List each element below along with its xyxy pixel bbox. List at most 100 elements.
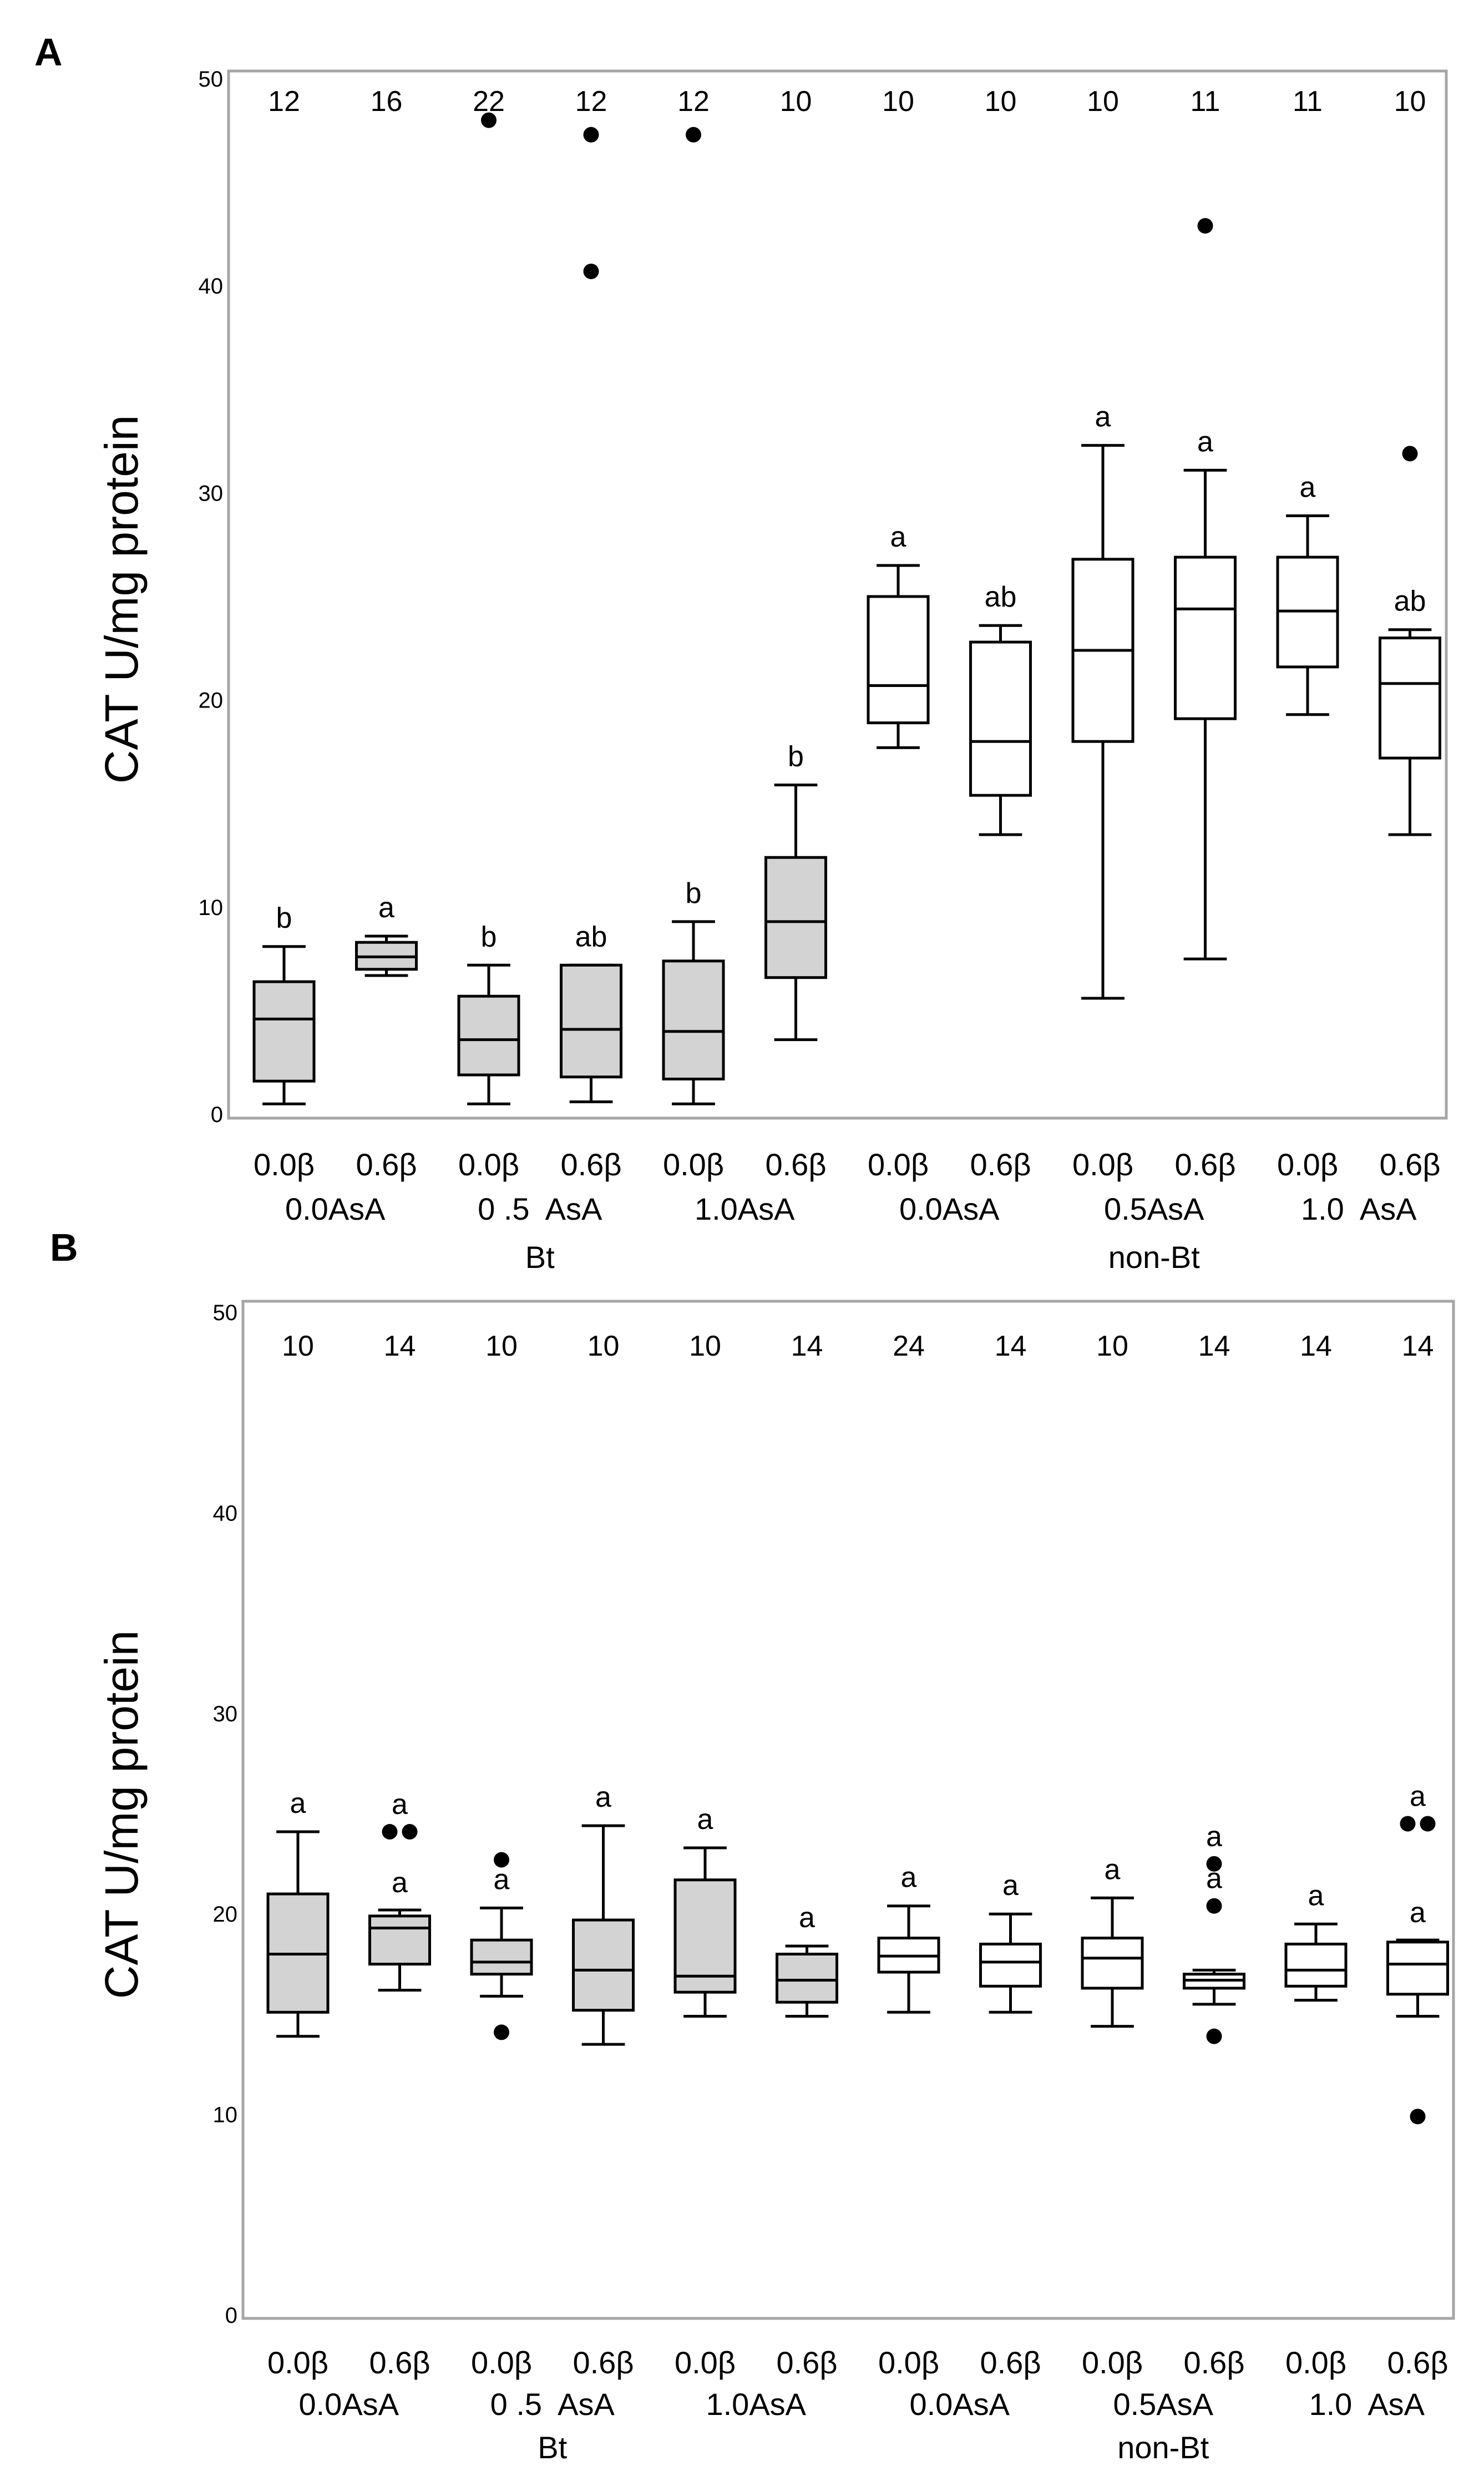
asa-label: 0.0AsA bbox=[909, 2387, 1010, 2422]
outlier-point bbox=[583, 127, 599, 143]
significance-letter: a bbox=[1197, 426, 1213, 458]
box-2: a 16 0.6β bbox=[355, 85, 418, 1182]
box-9: a 10 0.0β bbox=[1081, 1330, 1144, 2380]
box-11: a 14 0.0β bbox=[1284, 1330, 1348, 2380]
significance-letter: b bbox=[276, 902, 292, 934]
sample-size-label: 12 bbox=[268, 85, 300, 118]
significance-letter: a bbox=[799, 1902, 815, 1934]
box-body bbox=[969, 640, 1032, 797]
x-tick-label: 0.0β bbox=[1277, 1147, 1338, 1182]
asa-label: 0.5AsA bbox=[1113, 2387, 1213, 2422]
box-9: a 10 0.0β bbox=[1071, 85, 1134, 1182]
box-body bbox=[1174, 555, 1237, 720]
outlier-point bbox=[494, 2024, 509, 2040]
asa-label: 0.5AsA bbox=[1104, 1191, 1204, 1226]
sample-size-label: 11 bbox=[1293, 85, 1323, 118]
sample-size-label: 12 bbox=[677, 85, 710, 118]
asa-label: 0 .5 AsA bbox=[478, 1191, 602, 1226]
asa-label: 1.0AsA bbox=[706, 2387, 806, 2422]
significance-letter: ab bbox=[1394, 585, 1426, 618]
box-8: a 14 0.6β bbox=[979, 1330, 1042, 2380]
x-tick-label: 0.0β bbox=[471, 2345, 532, 2380]
box-body bbox=[867, 595, 930, 725]
sample-size-label: 10 bbox=[882, 85, 914, 118]
sample-size-label: 10 bbox=[282, 1330, 314, 1362]
box-body bbox=[662, 959, 725, 1081]
sample-size-label: 14 bbox=[1300, 1330, 1332, 1362]
x-tick-label: 0.0β bbox=[663, 1147, 724, 1182]
sample-size-label: 22 bbox=[473, 85, 505, 118]
significance-letter: a bbox=[1002, 1869, 1019, 1902]
sample-size-label: 14 bbox=[1402, 1330, 1434, 1362]
x-tick-label: 0.0β bbox=[1072, 1147, 1133, 1182]
sample-size-label: 14 bbox=[384, 1330, 416, 1362]
box-7: a 10 0.0β bbox=[867, 85, 930, 1182]
box-4: ab 12 0.6β bbox=[560, 85, 622, 1182]
outlier-point bbox=[494, 1852, 509, 1868]
asa-label: 0.0AsA bbox=[285, 1191, 386, 1226]
box-body bbox=[1284, 1942, 1348, 1988]
significance-letter: b bbox=[686, 877, 702, 909]
sample-size-label: 10 bbox=[587, 1330, 620, 1362]
outlier-point bbox=[1197, 218, 1213, 234]
box-7: a 24 0.0β bbox=[877, 1330, 940, 2380]
panel-label: A bbox=[34, 31, 63, 74]
x-tick-label: 0.6β bbox=[1387, 2345, 1448, 2380]
outlier-point bbox=[686, 127, 701, 143]
significance-letter: a bbox=[392, 1867, 408, 1899]
x-tick-label: 0.6β bbox=[970, 1147, 1031, 1182]
box-1: a 10 0.0β bbox=[266, 1330, 330, 2380]
sample-size-label: 10 bbox=[1096, 1330, 1128, 1362]
x-tick-label: 0.6β bbox=[356, 1147, 417, 1182]
sample-size-label: 12 bbox=[575, 85, 607, 118]
box-2: a a 14 0.6β bbox=[368, 1330, 431, 2380]
box-6: a 14 0.6β bbox=[776, 1330, 838, 2380]
sample-size-label: 14 bbox=[1198, 1330, 1230, 1362]
sample-size-label: 14 bbox=[791, 1330, 823, 1362]
box-8: ab 10 0.6β bbox=[969, 85, 1032, 1182]
y-tick-label: 0 bbox=[225, 2303, 237, 2328]
x-tick-label: 0.6β bbox=[573, 2345, 634, 2380]
x-tick-label: 0.6β bbox=[776, 2345, 837, 2380]
outlier-point bbox=[1402, 446, 1418, 462]
box-10: aa 14 0.6β bbox=[1183, 1330, 1245, 2380]
y-tick-label: 30 bbox=[199, 481, 224, 506]
outlier-point bbox=[1410, 2109, 1426, 2125]
box-12: ab 10 0.6β bbox=[1379, 85, 1441, 1182]
box-body bbox=[673, 1878, 737, 1994]
sample-size-label: 10 bbox=[985, 85, 1017, 118]
x-tick-label: 0.6β bbox=[1174, 1147, 1235, 1182]
box-body bbox=[979, 1942, 1042, 1988]
box-3: b 22 0.0β bbox=[457, 85, 520, 1182]
y-axis-label: CAT U/mg protein bbox=[95, 415, 148, 784]
outlier-point bbox=[1206, 1856, 1222, 1872]
y-tick-label: 10 bbox=[199, 896, 224, 920]
y-tick-label: 50 bbox=[199, 67, 224, 92]
plot-frame bbox=[241, 1300, 1455, 2320]
sample-size-label: 14 bbox=[995, 1330, 1027, 1362]
x-tick-label: 0.0β bbox=[458, 1147, 519, 1182]
box-body bbox=[368, 1914, 431, 1966]
chart-panel-a: A 0 10 20 30 40 50 CAT U/mg protein b 12 0.0β a 16 0.… bbox=[34, 31, 1448, 1275]
box-12: a a 14 0.6β bbox=[1386, 1330, 1449, 2380]
box-body bbox=[776, 1952, 838, 2004]
significance-letter: b bbox=[788, 741, 804, 773]
box-body bbox=[572, 1918, 635, 2012]
x-tick-label: 0.6β bbox=[980, 2345, 1041, 2380]
significance-letter: a bbox=[1105, 1853, 1121, 1886]
sample-size-label: 11 bbox=[1191, 85, 1220, 118]
x-tick-label: 0.0β bbox=[878, 2345, 939, 2380]
outlier-point bbox=[402, 1824, 418, 1840]
asa-label: 1.0 AsA bbox=[1309, 2387, 1425, 2422]
box-body bbox=[1081, 1937, 1144, 1990]
sample-size-label: 10 bbox=[780, 85, 812, 118]
y-axis-label: CAT U/mg protein bbox=[95, 1630, 148, 1999]
significance-letter: a bbox=[1206, 1863, 1222, 1895]
plot-frame bbox=[227, 69, 1448, 1120]
significance-letter: a bbox=[1300, 471, 1316, 503]
x-tick-label: 0.6β bbox=[1379, 1147, 1440, 1182]
significance-letter: a bbox=[1206, 1821, 1222, 1853]
significance-letter: a bbox=[595, 1781, 611, 1813]
box-4: a 10 0.6β bbox=[572, 1330, 635, 2380]
